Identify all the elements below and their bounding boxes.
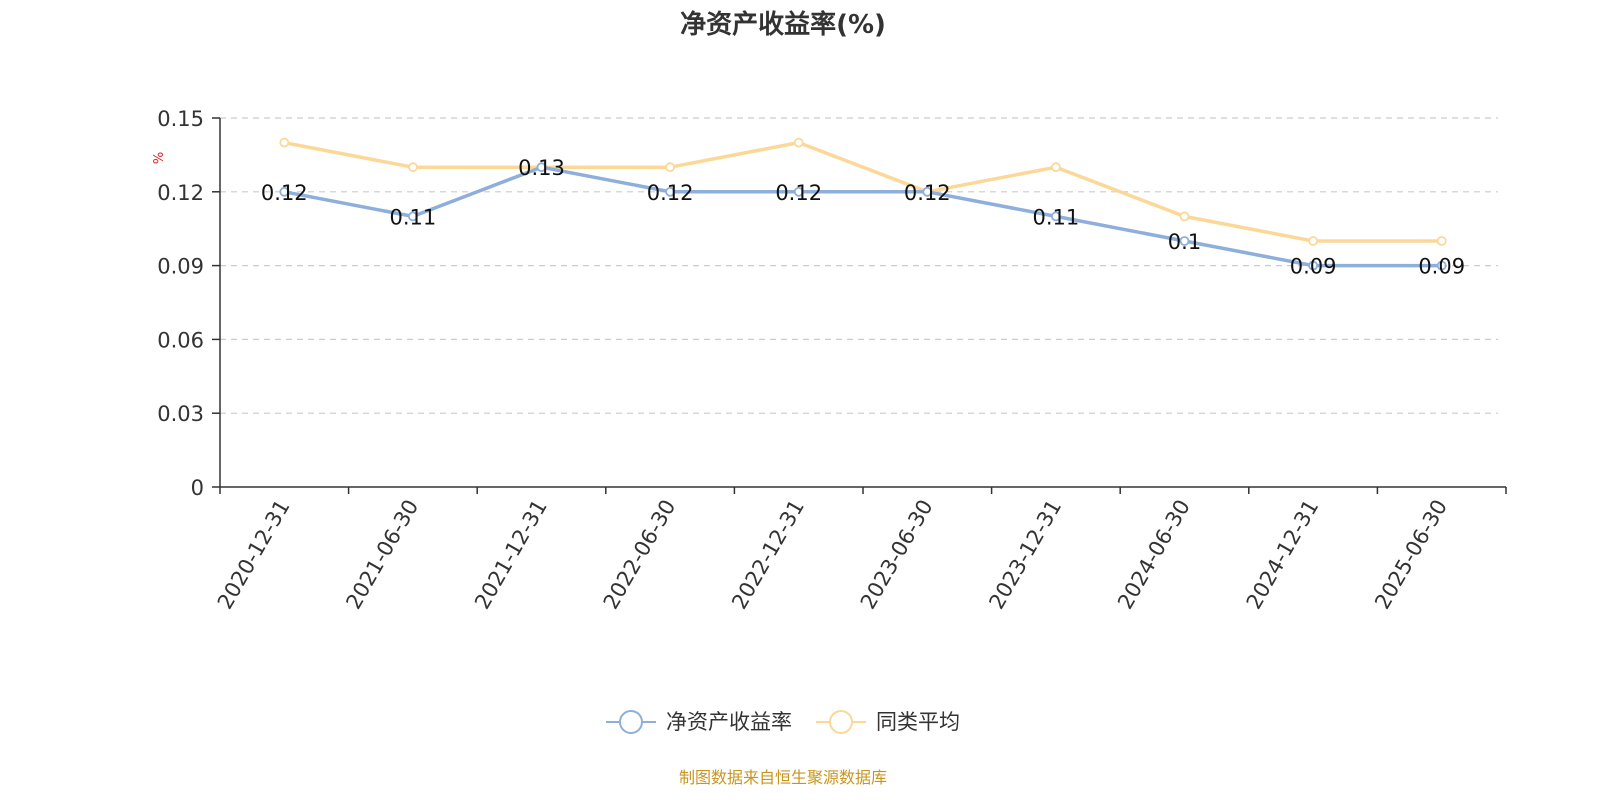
- y-tick-label: 0.09: [157, 255, 204, 279]
- data-point: [1179, 211, 1190, 222]
- data-label: 0.09: [1290, 255, 1337, 279]
- axes: 0 0.03 0.06 0.09 0.12 0.15% 2020-12-31 2021-06-…: [152, 107, 1507, 614]
- data-point: [1179, 236, 1190, 246]
- data-label: 0.1: [1168, 230, 1201, 254]
- x-tick-label: 2022-06-30: [599, 496, 681, 614]
- y-tick-label: 0: [191, 476, 204, 500]
- x-tick-label: 2024-06-30: [1113, 496, 1195, 614]
- data-label: 0.11: [1033, 205, 1080, 229]
- y-axis-unit-label: %: [152, 152, 167, 164]
- data-label: 0.12: [904, 181, 951, 205]
- x-tick-label: 2023-06-30: [856, 496, 938, 614]
- data-label: 0.12: [775, 181, 822, 205]
- x-tick-label: 2024-12-31: [1242, 496, 1324, 614]
- legend-marker-icon: [829, 710, 853, 734]
- data-point: [1308, 236, 1318, 246]
- series-lines: [279, 137, 1447, 271]
- data-point: [536, 162, 547, 173]
- data-labels: 0.12 0.11 0.13 0.12 0.12 0.12 0.11 0.1 0.09 0.09: [261, 156, 1465, 278]
- data-point: [1051, 211, 1061, 222]
- y-tick-label: 0.15: [157, 107, 204, 131]
- y-tick-label: 0.06: [157, 328, 204, 352]
- legend-marker-icon: [619, 710, 643, 734]
- series-line: [283, 165, 1442, 268]
- legend: 净资产收益率 同类平均: [606, 710, 960, 734]
- data-label: 0.09: [1418, 255, 1465, 279]
- data-point: [922, 186, 933, 197]
- x-tick-label: 2021-12-31: [470, 496, 552, 614]
- data-point: [1051, 162, 1061, 173]
- x-tick-label: 2021-06-30: [341, 496, 423, 614]
- data-point: [279, 137, 290, 148]
- chart-title: 净资产收益率(%): [680, 10, 886, 40]
- x-tick-label: 2020-12-31: [213, 496, 295, 614]
- legend-label: 净资产收益率: [666, 710, 792, 734]
- data-point: [279, 186, 290, 197]
- data-point: [1308, 260, 1318, 271]
- data-point: [407, 211, 418, 222]
- series-line: [283, 140, 1442, 243]
- data-point: [665, 186, 675, 197]
- data-point: [793, 137, 804, 148]
- data-label: 0.12: [647, 181, 694, 205]
- data-point: [1436, 236, 1447, 246]
- data-label: 0.13: [518, 156, 565, 180]
- source-note: 制图数据来自恒生聚源数据库: [678, 768, 887, 787]
- x-tick-label: 2023-12-31: [984, 496, 1066, 614]
- x-tick-label: 2022-12-31: [727, 496, 809, 614]
- data-label: 0.12: [261, 181, 308, 205]
- data-point: [793, 186, 804, 197]
- data-point: [665, 162, 675, 173]
- x-tick-label: 2025-06-30: [1370, 496, 1452, 614]
- data-point: [407, 162, 418, 173]
- y-tick-label: 0.03: [157, 402, 204, 426]
- data-label: 0.11: [390, 205, 437, 229]
- legend-label: 同类平均: [876, 710, 960, 734]
- data-point: [1436, 260, 1447, 271]
- y-tick-label: 0.12: [157, 181, 204, 205]
